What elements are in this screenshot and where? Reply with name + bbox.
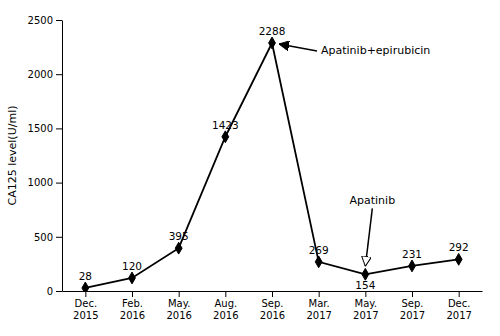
y-tick: 1500 — [28, 123, 62, 134]
point — [175, 242, 182, 254]
x-tick-label-line: Sep. — [401, 298, 423, 309]
line — [85, 43, 458, 288]
y-tick-label: 2000 — [28, 69, 53, 80]
annotation: Apatinib — [350, 194, 396, 207]
x-tick-mark — [272, 291, 273, 297]
annotation-arrow — [365, 208, 372, 266]
x-tick: May.2017 — [353, 291, 378, 321]
chart: Dec.2015Feb.2016May.2016Aug.2016Sep.2016… — [0, 0, 500, 336]
x-tick-label: Mar.2017 — [306, 298, 331, 321]
x-tick-label-line: Feb. — [122, 298, 143, 309]
point — [455, 253, 462, 265]
y-axis: 0 500 1000 1500 2000 2500 — [28, 15, 63, 297]
data-label: 154 — [355, 279, 375, 291]
x-tick: Mar.2017 — [306, 291, 331, 321]
y-tick-label: 1000 — [28, 177, 53, 188]
annotation-arrow — [279, 44, 317, 51]
y-axis-line — [62, 21, 63, 292]
x-tick-label: Dec.2017 — [446, 298, 471, 321]
x-tick-mark — [85, 291, 86, 297]
x-tick-label-line: 2015 — [73, 310, 98, 321]
x-tick-mark — [179, 291, 180, 297]
y-tick: 500 — [34, 232, 62, 243]
x-tick-label-line: 2016 — [213, 310, 238, 321]
annotations: Apatinib+epirubicin Apatinib — [279, 44, 430, 266]
x-tick-label: May.2017 — [353, 298, 378, 321]
data-label: 231 — [402, 248, 422, 260]
x-tick: Sep.2017 — [400, 291, 425, 321]
x-tick-mark — [412, 291, 413, 297]
annotation: Apatinib+epirubicin — [321, 44, 430, 57]
x-tick-label-line: May. — [355, 298, 377, 309]
y-tick: 1000 — [28, 177, 62, 188]
x-tick-label: Sep.2016 — [260, 298, 285, 321]
point — [315, 256, 322, 268]
x-tick-mark — [132, 291, 133, 297]
x-tick-label: Aug.2016 — [213, 298, 238, 321]
y-tick-label: 500 — [34, 232, 53, 243]
point — [82, 282, 89, 291]
data-label: 292 — [449, 241, 469, 253]
x-tick: Dec.2015 — [73, 291, 98, 321]
y-tick-label: 0 — [47, 286, 53, 297]
x-tick-label-line: May. — [168, 298, 190, 309]
point — [269, 37, 276, 49]
x-tick-mark — [225, 291, 226, 297]
x-tick-label: May.2016 — [166, 298, 191, 321]
x-tick-label-line: 2017 — [306, 310, 331, 321]
x-tick-label-line: Sep. — [261, 298, 283, 309]
data-label: 269 — [309, 244, 329, 256]
x-tick-label-line: Aug. — [214, 298, 237, 309]
x-tick-label-line: Dec. — [75, 298, 98, 309]
y-tick-mark — [56, 74, 62, 75]
data-label: 395 — [169, 230, 189, 242]
x-tick-mark — [319, 291, 320, 297]
y-tick-label: 2500 — [28, 15, 53, 26]
y-tick-label: 1500 — [28, 123, 53, 134]
y-tick: 2000 — [28, 69, 62, 80]
x-tick-label-line: Mar. — [309, 298, 330, 309]
y-tick-mark — [56, 291, 62, 292]
x-axis: Dec.2015Feb.2016May.2016Aug.2016Sep.2016… — [63, 291, 483, 321]
x-tick: Dec.2017 — [446, 291, 471, 321]
x-tick-label-line: 2017 — [400, 310, 425, 321]
x-tick: Feb.2016 — [120, 291, 145, 321]
point — [409, 260, 416, 272]
x-tick-label-line: 2016 — [260, 310, 285, 321]
point — [129, 272, 136, 284]
y-tick: 2500 — [28, 15, 62, 26]
x-tick-label-line: 2016 — [120, 310, 145, 321]
data-label: 28 — [79, 270, 92, 282]
y-tick-mark — [56, 237, 62, 238]
x-tick: Sep.2016 — [260, 291, 285, 321]
x-tick-mark — [365, 291, 366, 297]
x-tick-label-line: 2017 — [446, 310, 471, 321]
x-tick-label: Feb.2016 — [120, 298, 145, 321]
x-tick-label-line: Dec. — [448, 298, 471, 309]
x-tick-label-line: 2016 — [166, 310, 191, 321]
data-labels: 28 120 395 1423 2288 269 154 231 292 — [79, 25, 469, 291]
point — [222, 131, 229, 143]
y-tick: 0 — [47, 286, 62, 297]
y-tick-mark — [56, 128, 62, 129]
x-tick: May.2016 — [166, 291, 191, 321]
x-tick-label: Dec.2015 — [73, 298, 98, 321]
data-label: 2288 — [259, 25, 286, 37]
plot-area — [82, 37, 462, 291]
y-tick-mark — [56, 183, 62, 184]
x-tick-label: Sep.2017 — [400, 298, 425, 321]
x-tick: Aug.2016 — [213, 291, 238, 321]
y-tick-mark — [56, 20, 62, 21]
y-axis-title: CA125 level(U/ml) — [6, 106, 19, 206]
data-label: 1423 — [212, 119, 239, 131]
x-tick-label-line: 2017 — [353, 310, 378, 321]
data-label: 120 — [122, 260, 142, 272]
x-tick-mark — [459, 291, 460, 297]
